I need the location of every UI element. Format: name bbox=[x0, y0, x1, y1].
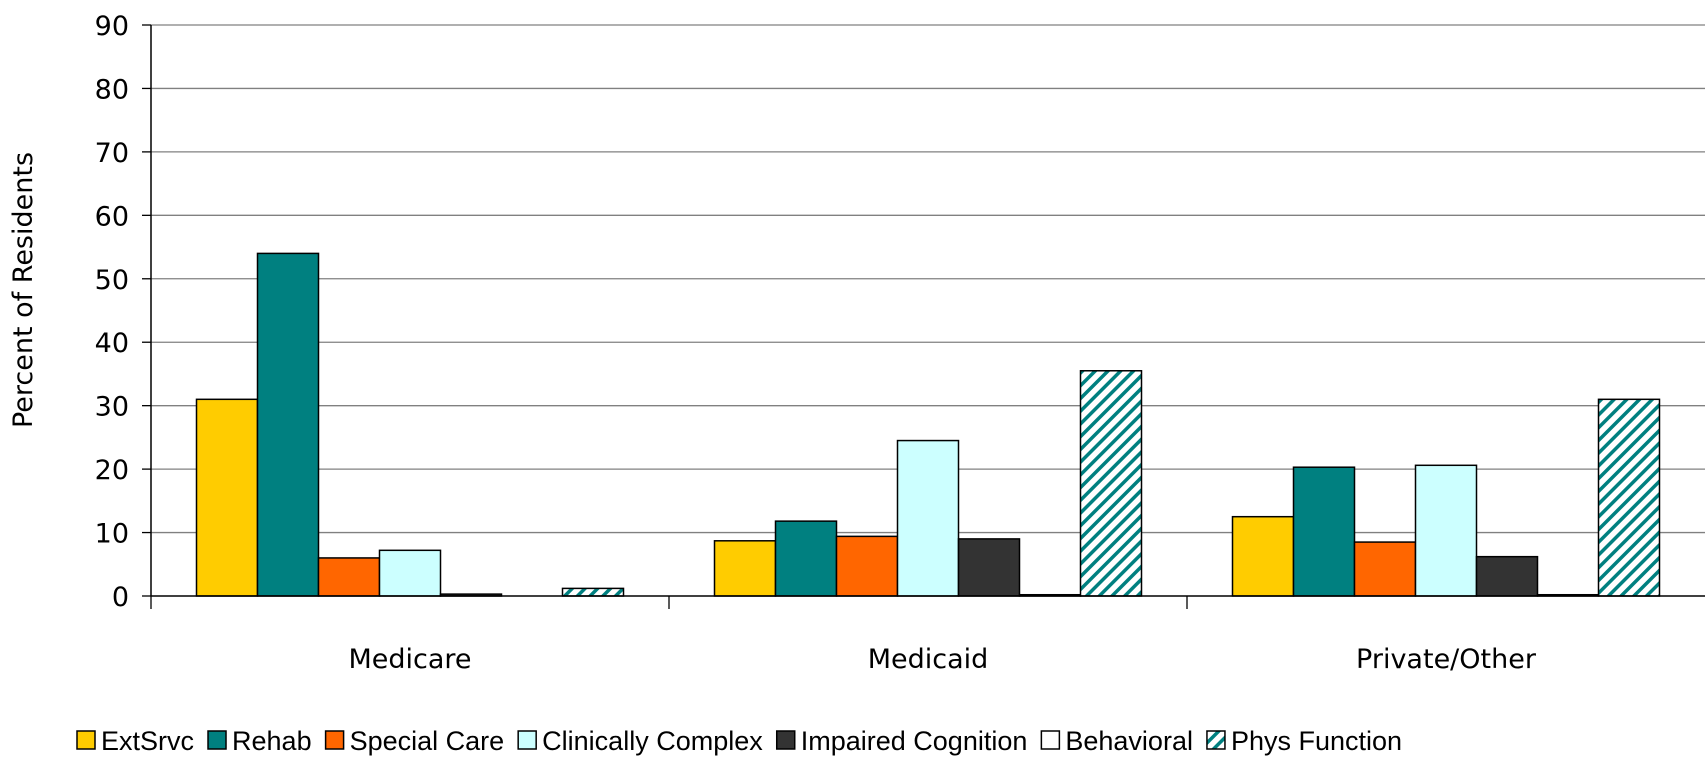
x-tick-label: Medicare bbox=[348, 644, 471, 675]
legend-swatch bbox=[775, 730, 796, 750]
legend: ExtSrvc Rehab Special Care Clinically Compl… bbox=[76, 726, 1402, 756]
y-tick-label: 0 bbox=[112, 582, 129, 613]
legend-label: Rehab bbox=[232, 726, 312, 756]
bar-extsrvc-medicare bbox=[195, 398, 259, 597]
bar-rehab-private-other bbox=[1292, 466, 1356, 597]
gridlines bbox=[151, 24, 1705, 534]
legend-swatch bbox=[207, 730, 227, 750]
legend-swatch bbox=[517, 730, 537, 750]
y-tick-label: 90 bbox=[95, 11, 129, 42]
bar-extsrvc-medicaid bbox=[713, 540, 777, 597]
x-tick-label: Private/Other bbox=[1356, 644, 1537, 675]
legend-swatch bbox=[324, 730, 345, 750]
legend-label: ExtSrvc bbox=[101, 726, 194, 756]
x-tick-label: Medicaid bbox=[868, 644, 989, 675]
legend-label: Special Care bbox=[350, 726, 505, 756]
x-tick-labels: Medicare Medicaid Private/Other bbox=[348, 644, 1536, 675]
y-tick-label: 70 bbox=[95, 138, 129, 169]
y-tick-label: 60 bbox=[95, 201, 129, 232]
bar-clinically-complex-medicaid bbox=[896, 439, 960, 597]
bar-rehab-medicaid bbox=[774, 520, 838, 597]
legend-label: Phys Function bbox=[1231, 726, 1402, 756]
bar-phys-function-medicaid bbox=[1079, 370, 1143, 597]
bar-impaired-cognition-private-other bbox=[1475, 555, 1539, 597]
bar-rehab-medicare bbox=[256, 252, 320, 597]
bar-special-care-private-other bbox=[1353, 541, 1417, 597]
y-axis-label: Percent of Residents bbox=[8, 152, 39, 428]
y-tick-label: 10 bbox=[95, 519, 129, 550]
y-tick-label: 40 bbox=[95, 328, 129, 359]
legend-swatch bbox=[1206, 730, 1226, 750]
legend-label: Impaired Cognition bbox=[801, 726, 1028, 756]
bar-special-care-medicaid bbox=[835, 535, 899, 597]
bar-special-care-medicare bbox=[317, 557, 381, 597]
axes bbox=[142, 24, 1705, 609]
bar-clinically-complex-medicare bbox=[378, 549, 442, 597]
legend-swatch bbox=[1040, 730, 1061, 750]
bar-impaired-cognition-medicaid bbox=[957, 538, 1021, 597]
y-tick-label: 80 bbox=[95, 74, 129, 105]
bar-phys-function-medicare bbox=[561, 587, 625, 597]
bar-clinically-complex-private-other bbox=[1414, 464, 1478, 597]
legend-label: Clinically Complex bbox=[542, 726, 763, 756]
y-tick-label: 20 bbox=[95, 455, 129, 486]
y-tick-label: 50 bbox=[95, 265, 129, 296]
bar-extsrvc-private-other bbox=[1231, 515, 1295, 597]
legend-swatch bbox=[76, 730, 96, 750]
y-tick-label: 30 bbox=[95, 392, 129, 423]
y-tick-labels: 0 10 20 30 40 50 60 70 80 90 bbox=[95, 11, 129, 613]
bar-phys-function-private-other bbox=[1597, 398, 1661, 597]
bars bbox=[195, 252, 1661, 597]
legend-label: Behavioral bbox=[1065, 726, 1193, 756]
